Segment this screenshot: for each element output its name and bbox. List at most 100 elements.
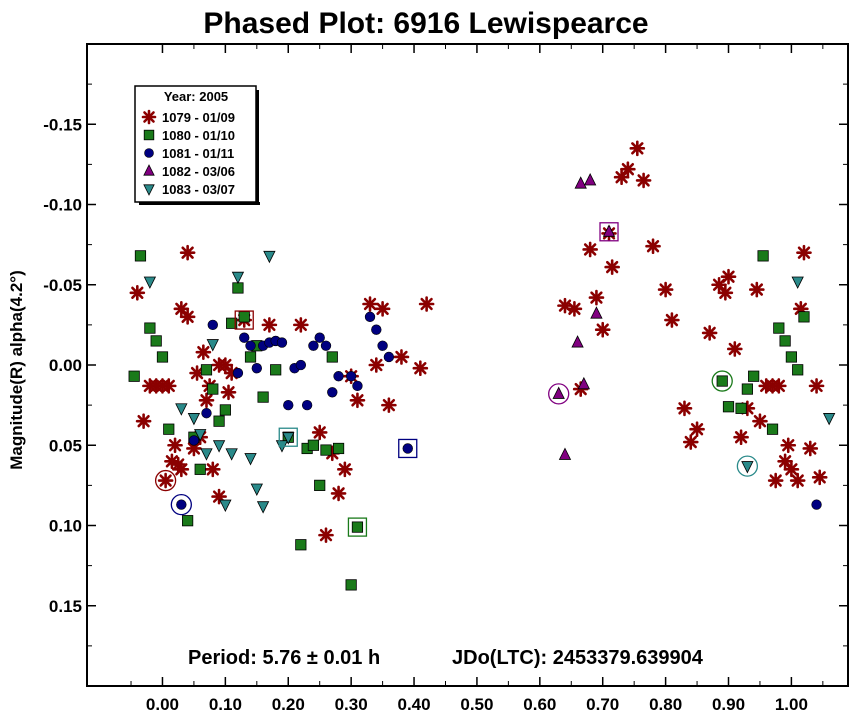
x-tick-label: 0.00	[146, 695, 179, 714]
data-point-triangle-down	[219, 499, 232, 513]
highlight-square	[347, 517, 368, 537]
data-point-square	[144, 322, 156, 334]
data-point-asterisk	[566, 301, 583, 317]
data-point-asterisk	[811, 469, 828, 486]
highlight-circle	[154, 469, 177, 492]
data-point-asterisk	[676, 400, 693, 417]
x-tick-label: 1.00	[775, 695, 808, 714]
data-point-asterisk	[689, 421, 705, 438]
data-point-circle	[301, 399, 313, 411]
data-point-circle	[176, 499, 187, 510]
data-point-circle	[188, 435, 200, 446]
data-point-asterisk	[337, 461, 353, 478]
data-point-square	[150, 335, 162, 347]
data-point-asterisk	[664, 312, 680, 328]
x-tick-label: 0.20	[272, 695, 305, 714]
y-axis: -0.15 -0.10 -0.05 0.00 0.05 0.10 0.15	[43, 83, 848, 647]
data-point-circle	[377, 340, 388, 351]
data-point-triangle-down	[822, 413, 836, 426]
x-tick-label: 0.40	[397, 695, 430, 714]
data-point-triangle-down	[250, 483, 263, 496]
data-point-asterisk	[195, 344, 212, 360]
data-point-asterisk	[167, 437, 183, 454]
data-point-circle	[276, 337, 288, 348]
y-tick-label: -0.15	[43, 115, 82, 134]
data-point-circle	[314, 332, 325, 343]
legend-title: Year: 2005	[164, 89, 228, 104]
data-point-asterisk	[311, 424, 328, 441]
data-point-asterisk	[789, 472, 806, 489]
legend: Year: 2005 1079 - 01/09 1080 - 01/10 1081 …	[134, 85, 260, 205]
data-point-asterisk	[173, 461, 190, 478]
data-point-triangle-down	[212, 440, 226, 453]
data-point-asterisk	[362, 296, 378, 312]
data-point-square	[219, 404, 231, 416]
chart-title: Phased Plot: 6916 Lewispearce	[203, 7, 648, 40]
highlight-circle	[711, 370, 733, 392]
data-point-asterisk	[418, 296, 435, 312]
data-point-triangle-up	[583, 173, 597, 186]
data-point-square	[757, 250, 769, 262]
x-tick-label: 0.80	[649, 695, 682, 714]
highlight-square	[599, 222, 619, 242]
data-point-square	[213, 415, 225, 427]
data-point-asterisk	[771, 378, 787, 394]
data-point-square	[332, 442, 345, 455]
data-point-asterisk	[720, 268, 737, 285]
data-point-circle	[245, 340, 256, 351]
data-point-square	[345, 579, 357, 591]
data-point-triangle-down	[263, 250, 276, 264]
data-point-triangle-up	[574, 176, 587, 189]
data-point-triangle-down	[244, 453, 257, 466]
data-point-asterisk	[582, 241, 598, 258]
data-point-square	[244, 351, 257, 363]
legend-shadow-right	[256, 90, 259, 205]
data-point-square	[766, 423, 779, 435]
data-point-square	[238, 311, 250, 323]
data-point-square	[798, 311, 810, 323]
data-point-asterisk	[412, 360, 429, 377]
data-point-circle	[364, 311, 376, 323]
data-point-asterisk	[808, 378, 825, 394]
data-point-circle	[383, 351, 395, 363]
data-point-triangle-down	[143, 276, 157, 289]
data-point-triangle-down	[791, 276, 804, 289]
data-point-asterisk	[179, 309, 196, 325]
data-point-asterisk	[368, 357, 385, 373]
data-point-circle	[308, 340, 319, 351]
data-point-triangle-down	[231, 271, 245, 285]
data-point-square	[792, 364, 804, 376]
data-point-square	[156, 351, 169, 363]
data-point-circle	[811, 499, 822, 510]
data-point-square	[295, 539, 307, 551]
data-point-asterisk	[293, 317, 309, 333]
y-tick-label: 0.05	[49, 436, 82, 455]
legend-marker-triangle-down	[143, 184, 155, 196]
data-point-asterisk	[645, 238, 661, 255]
data-point-asterisk	[629, 140, 646, 157]
data-point-asterisk	[557, 297, 573, 314]
data-point-asterisk	[135, 413, 152, 429]
data-point-asterisk	[588, 289, 605, 306]
data-point-asterisk	[717, 284, 734, 301]
legend-marker-square	[143, 129, 155, 141]
data-point-asterisk	[796, 244, 812, 261]
data-point-asterisk	[733, 429, 749, 446]
data-point-square	[326, 351, 338, 363]
legend-marker-triangle-up	[143, 164, 155, 176]
data-point-circle	[371, 324, 382, 335]
data-point-asterisk	[594, 321, 611, 338]
highlight-circle	[736, 455, 759, 477]
highlight-markers	[154, 222, 759, 537]
data-point-circle	[327, 387, 338, 398]
data-point-square	[741, 383, 753, 395]
data-point-asterisk	[752, 413, 768, 429]
highlight-square	[234, 310, 254, 330]
data-point-asterisk	[349, 392, 366, 409]
data-point-triangle-up	[577, 376, 591, 390]
data-point-triangle-up	[558, 447, 572, 460]
data-point-square	[232, 282, 244, 294]
data-point-circle	[232, 367, 244, 379]
y-tick-label: 0.10	[49, 517, 82, 536]
data-point-triangle-down	[282, 432, 295, 445]
